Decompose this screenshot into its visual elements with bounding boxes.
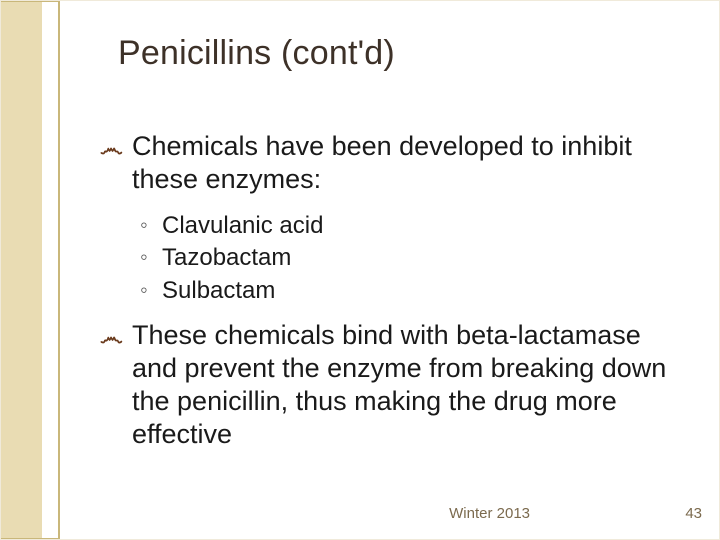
bullet-text: Chemicals have been developed to inhibit… (132, 131, 632, 194)
sub-bullet-text: Sulbactam (162, 277, 275, 304)
bullet-level2: ◦ Tazobactam (140, 242, 680, 274)
bullet-text: These chemicals bind with beta-lactamase… (132, 320, 666, 449)
circle-bullet-icon: ◦ (140, 242, 148, 272)
sub-bullet-text: Clavulanic acid (162, 212, 323, 239)
bullet-level2: ◦ Sulbactam (140, 275, 680, 307)
slide-body: ෴ Chemicals have been developed to inhib… (100, 130, 680, 465)
bullet-level2: ◦ Clavulanic acid (140, 210, 680, 242)
page-number: 43 (685, 505, 702, 522)
left-accent-outline (0, 0, 60, 540)
circle-bullet-icon: ◦ (140, 210, 148, 240)
bullet-level1: ෴ Chemicals have been developed to inhib… (100, 130, 680, 196)
slide-title: Penicillins (cont'd) (118, 34, 395, 73)
swirl-bullet-icon: ෴ (100, 323, 123, 352)
bullet-level1: ෴ These chemicals bind with beta-lactama… (100, 319, 680, 451)
swirl-bullet-icon: ෴ (100, 134, 123, 163)
footer-date: Winter 2013 (449, 505, 530, 522)
sub-bullet-group: ◦ Clavulanic acid ◦ Tazobactam ◦ Sulbact… (140, 210, 680, 307)
sub-bullet-text: Tazobactam (162, 244, 291, 271)
circle-bullet-icon: ◦ (140, 275, 148, 305)
slide: Penicillins (cont'd) ෴ Chemicals have be… (0, 0, 720, 540)
